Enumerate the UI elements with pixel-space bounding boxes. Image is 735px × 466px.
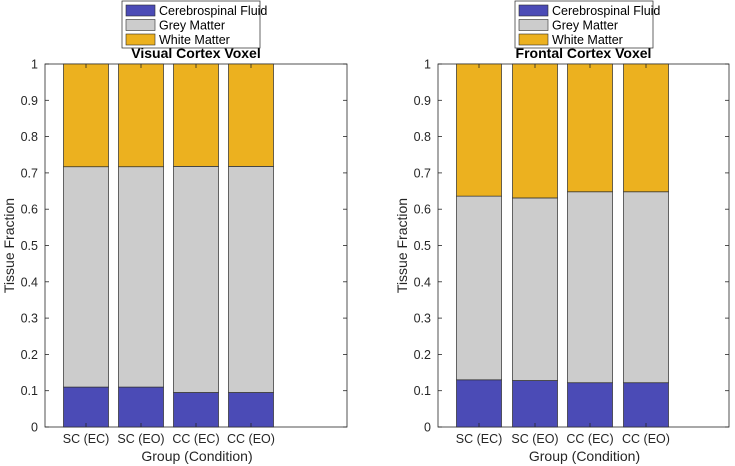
y-tick-label: 0.2 [414,348,431,362]
y-axis-label: Tissue Fraction [1,198,17,293]
x-tick-label: SC (EO) [117,432,164,446]
bar-segment-white-matter [512,63,558,199]
y-tick-label: 0.1 [21,384,38,398]
legend-swatch [125,33,156,46]
bar-segment-white-matter [118,63,164,168]
chart-1: 0 0.1 0.2 0.3 0.4 0.5 0.6 0.7 0.8 0.9 1 SC (EC) SC (… [1,0,348,464]
x-tick-label: CC (EC) [566,432,613,446]
y-tick-label: 0.3 [21,312,38,326]
y-tick-label: 0.7 [414,166,431,180]
y-tick-label: 0.6 [414,203,431,217]
chart-2: 0 0.1 0.2 0.3 0.4 0.5 0.6 0.7 0.8 0.9 1 SC (EC) SC (… [394,0,730,464]
y-tick-label: 0.1 [414,384,431,398]
bar-segment-cerebrospinal-fluid [63,386,109,428]
legend-label: White Matter [552,33,623,47]
bar-segment-grey-matter [456,195,502,381]
x-tick-label: SC (EO) [511,432,558,446]
legend-label: Cerebrospinal Fluid [552,4,660,18]
legend-label: Grey Matter [552,19,618,33]
bar-segment-cerebrospinal-fluid [173,392,219,428]
bar-segment-cerebrospinal-fluid [512,380,558,428]
bar-segment-grey-matter [118,166,164,388]
y-tick-label: 0.8 [414,130,431,144]
bar-segment-white-matter [456,63,502,197]
bar-segment-cerebrospinal-fluid [623,382,669,428]
y-tick-label: 0.5 [414,239,431,253]
x-tick-label: CC (EO) [227,432,275,446]
y-tick-label: 0.4 [414,275,431,289]
legend-label: Grey Matter [159,19,225,33]
y-tick-label: 0.2 [21,348,38,362]
bar-segment-white-matter [623,63,669,193]
legend-swatch [518,33,549,46]
legend-swatch [125,19,156,31]
bar-segment-cerebrospinal-fluid [228,392,274,428]
y-tick-label: 1 [424,58,431,72]
x-tick-label: SC (EC) [63,432,110,446]
x-tick-label: CC (EC) [172,432,219,446]
y-tick-label: 0.4 [21,275,38,289]
legend-label: Cerebrospinal Fluid [159,4,267,18]
y-tick-label: 0.8 [21,130,38,144]
chart-title: Visual Cortex Voxel [131,45,260,61]
bar-segment-grey-matter [173,166,219,393]
bar-segment-cerebrospinal-fluid [567,382,613,428]
chart-title: Frontal Cortex Voxel [516,45,652,61]
bar-segment-grey-matter [228,166,274,393]
legend-swatch [125,4,156,17]
y-tick-label: 0.3 [414,312,431,326]
y-tick-label: 0 [31,421,38,435]
bar-segment-white-matter [228,63,274,167]
y-tick-label: 1 [31,58,38,72]
y-tick-label: 0.9 [21,94,38,108]
legend-label: White Matter [159,33,230,47]
y-tick-label: 0.9 [414,94,431,108]
bar-segment-grey-matter [512,197,558,381]
legend-swatch [518,19,549,31]
bar-segment-white-matter [173,63,219,167]
y-tick-label: 0.7 [21,166,38,180]
bar-segment-grey-matter [623,191,669,384]
bar-segment-cerebrospinal-fluid [456,379,502,428]
bar-segment-cerebrospinal-fluid [118,386,164,428]
x-axis-label: Group (Condition) [141,448,252,464]
y-tick-label: 0.6 [21,203,38,217]
bar-segment-white-matter [567,63,613,193]
bar-segment-grey-matter [567,191,613,384]
x-tick-label: CC (EO) [622,432,670,446]
y-tick-label: 0.5 [21,239,38,253]
x-axis-label: Group (Condition) [529,448,640,464]
bar-segment-grey-matter [63,166,109,388]
legend-swatch [518,4,549,17]
bar-segment-white-matter [63,63,109,168]
x-tick-label: SC (EC) [456,432,503,446]
y-axis-label: Tissue Fraction [394,198,410,293]
y-tick-label: 0 [424,421,431,435]
